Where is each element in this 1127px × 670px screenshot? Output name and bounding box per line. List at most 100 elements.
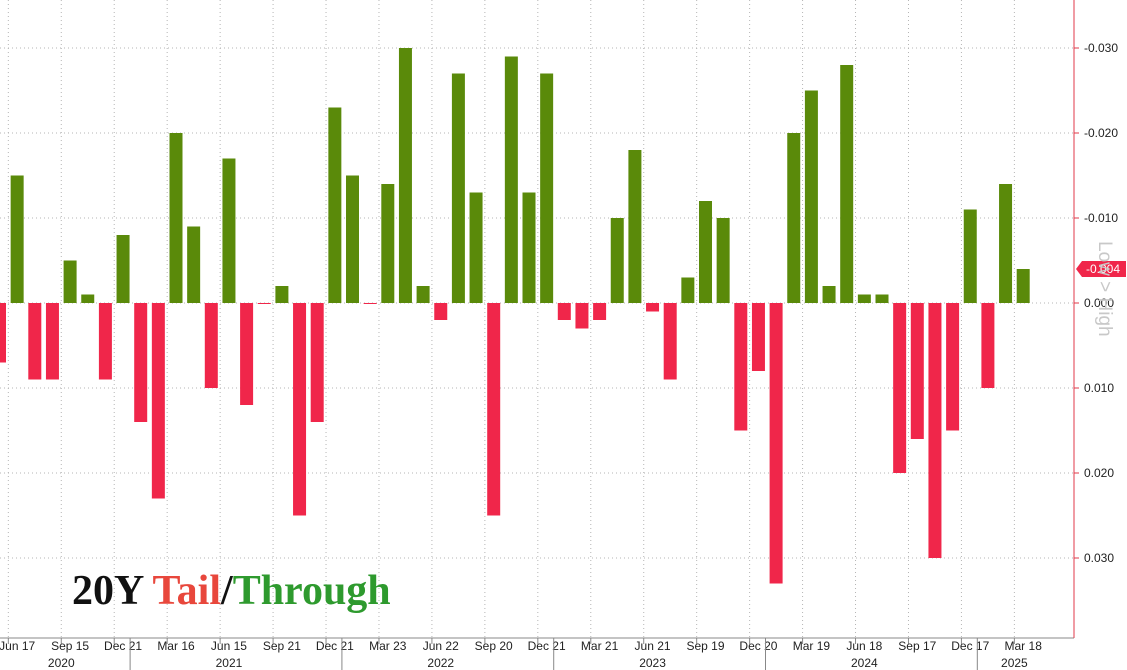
- x-tick-label: Jun 15: [211, 639, 247, 653]
- x-tick-label: Jun 22: [423, 639, 459, 653]
- through-bar: [504, 56, 518, 303]
- x-tick-label: Mar 19: [793, 639, 831, 653]
- tail-bar: [240, 303, 254, 405]
- tail-bar: [663, 303, 677, 380]
- tail-bar: [45, 303, 59, 380]
- x-tick-label: Sep 21: [263, 639, 301, 653]
- chart-title-part: 20Y: [72, 568, 153, 614]
- through-bar: [822, 286, 836, 303]
- bar-series: [0, 48, 1030, 584]
- tail-bar: [557, 303, 571, 320]
- gridlines: [0, 0, 1074, 638]
- tail-bar: [910, 303, 924, 439]
- through-bar: [716, 218, 730, 303]
- tail-bar: [981, 303, 995, 388]
- through-bar: [187, 226, 201, 303]
- tail-bar: [487, 303, 501, 516]
- tail-bar: [734, 303, 748, 431]
- tail-bar: [751, 303, 765, 371]
- last-value-badge-group: -0.004: [1076, 261, 1126, 277]
- year-label: 2020: [48, 656, 75, 670]
- year-label: 2024: [851, 656, 878, 670]
- through-bar: [346, 175, 359, 303]
- x-tick-label: Jun 17: [0, 639, 35, 653]
- last-value-label: -0.004: [1086, 262, 1120, 276]
- chart-title-part: Through: [233, 568, 391, 614]
- x-tick-label: Dec 20: [739, 639, 777, 653]
- through-bar: [222, 158, 236, 303]
- tail-bar: [257, 303, 271, 304]
- x-tick-label: Dec 17: [951, 639, 989, 653]
- through-bar: [275, 286, 289, 303]
- y-tick-label: 0.030: [1084, 551, 1114, 565]
- chart-title: 20Y Tail/Through: [72, 568, 391, 614]
- through-bar: [328, 107, 342, 303]
- tail-bar: [928, 303, 942, 558]
- through-bar: [875, 294, 889, 303]
- year-label: 2022: [427, 656, 454, 670]
- through-bar: [416, 286, 430, 303]
- tail-bar: [151, 303, 165, 499]
- through-bar: [963, 209, 977, 303]
- x-tick-label: Mar 16: [157, 639, 195, 653]
- y-tick-label: -0.030: [1084, 41, 1118, 55]
- chart-title-part: Tail: [153, 568, 222, 614]
- right-axis-label: Low > High: [1094, 241, 1115, 337]
- y-axis-ticks: -0.030 -0.020 -0.010 0.000 0.010 0.020 0.030: [1074, 41, 1118, 565]
- through-bar: [857, 294, 871, 303]
- tail-bar: [434, 303, 448, 320]
- through-bar: [522, 192, 536, 303]
- through-bar: [169, 133, 183, 303]
- through-bar: [804, 90, 818, 303]
- x-tick-label: Dec 21: [316, 639, 354, 653]
- y-tick-label: -0.010: [1084, 211, 1118, 225]
- through-bar: [1016, 269, 1030, 303]
- y-tick-label: 0.000: [1084, 296, 1114, 310]
- tail-bar: [575, 303, 589, 329]
- x-tick-label: Dec 21: [104, 639, 142, 653]
- tail-bar: [769, 303, 783, 584]
- tail-bar: [646, 303, 660, 312]
- through-bar: [699, 201, 712, 303]
- x-tick-label: Jun 21: [635, 639, 671, 653]
- year-label: 2025: [1001, 656, 1028, 670]
- x-tick-label: Mar 21: [581, 639, 619, 653]
- year-label: 2023: [639, 656, 666, 670]
- tail-bar: [0, 303, 6, 363]
- through-bar: [628, 150, 642, 303]
- tail-bar: [946, 303, 960, 431]
- tail-bar: [98, 303, 112, 380]
- x-tick-label: Sep 20: [475, 639, 513, 653]
- chart-title-part: /: [220, 568, 234, 614]
- tail-bar: [310, 303, 324, 422]
- tail-bar: [593, 303, 607, 320]
- x-axis-ticks: Jun 17 Sep 15 Dec 21 Mar 16 Jun 15 Sep 21 Dec …: [0, 638, 1042, 670]
- x-tick-label: Sep 19: [686, 639, 724, 653]
- through-bar: [81, 294, 95, 303]
- through-bar: [116, 235, 130, 303]
- last-value-badge: [1076, 261, 1126, 277]
- through-bar: [681, 277, 695, 303]
- tail-bar: [893, 303, 907, 473]
- through-bar: [381, 184, 395, 303]
- through-bar: [540, 73, 554, 303]
- tail-bar: [134, 303, 148, 422]
- through-bar: [610, 218, 624, 303]
- year-label: 2021: [216, 656, 243, 670]
- tail-bar: [363, 303, 377, 304]
- x-tick-label: Mar 23: [369, 639, 407, 653]
- y-tick-label: -0.020: [1084, 126, 1118, 140]
- x-tick-label: Dec 21: [528, 639, 566, 653]
- through-bar: [999, 184, 1013, 303]
- tail-bar: [293, 303, 307, 516]
- x-tick-label: Sep 17: [898, 639, 936, 653]
- through-bar: [787, 133, 801, 303]
- through-bar: [840, 65, 854, 303]
- tail-bar: [204, 303, 218, 388]
- through-bar: [63, 260, 77, 303]
- x-tick-label: Jun 18: [846, 639, 882, 653]
- tail-bar: [28, 303, 42, 380]
- through-bar: [469, 192, 483, 303]
- x-tick-label: Mar 18: [1005, 639, 1043, 653]
